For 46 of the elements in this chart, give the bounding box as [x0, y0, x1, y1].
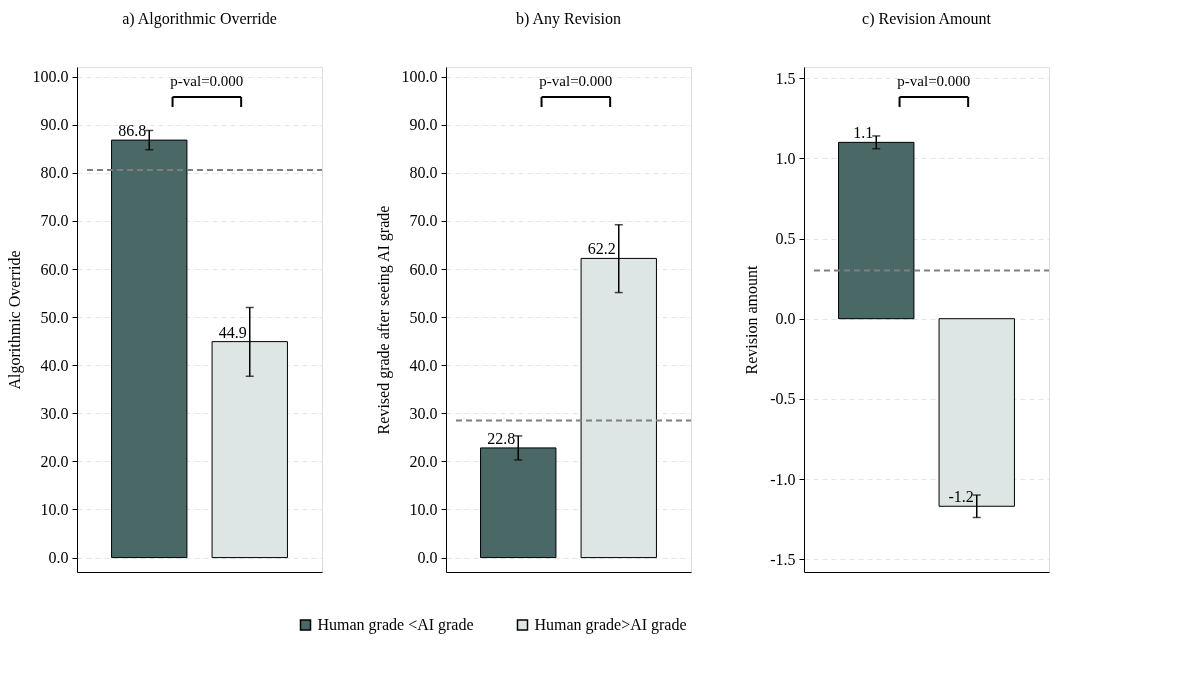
chart-title: b) Any Revision	[516, 10, 621, 28]
data-label: 62.2	[587, 240, 616, 258]
y-tick-label: 1.5	[775, 69, 796, 87]
data-label: 86.8	[118, 122, 147, 140]
y-tick-label: 20.0	[40, 452, 69, 470]
y-tick-label: 70.0	[409, 212, 438, 230]
y-tick-label: 10.0	[409, 500, 438, 518]
y-tick-label: 90.0	[409, 116, 438, 134]
data-label: 44.9	[218, 323, 247, 341]
y-tick-label: 100.0	[401, 68, 438, 86]
y-tick-label: 0.0	[775, 310, 796, 328]
y-tick-label: 50.0	[40, 308, 69, 326]
y-tick-label: 60.0	[40, 260, 69, 278]
y-tick-label: 0.0	[48, 549, 69, 567]
data-label: -1.2	[948, 488, 974, 506]
legend-label: Human grade <AI grade	[317, 616, 474, 634]
annotation: p-val=0.000	[897, 73, 971, 89]
y-tick-label: 1.0	[775, 149, 796, 167]
y-tick-label: 80.0	[40, 164, 69, 182]
legend-label: Human grade>AI grade	[534, 616, 687, 634]
data-label: 22.8	[487, 429, 516, 447]
y-tick-label: 100.0	[32, 68, 69, 86]
y-axis-title: Revised grade after seeing AI grade	[374, 205, 393, 435]
y-tick-label: 80.0	[409, 164, 438, 182]
y-tick-label: -1.5	[770, 550, 796, 568]
y-tick-label: -1.0	[770, 470, 796, 488]
data-label: 1.1	[853, 124, 874, 142]
y-tick-label: 90.0	[40, 116, 69, 134]
y-tick-label: 10.0	[40, 500, 69, 518]
y-tick-label: 0.0	[417, 549, 438, 567]
chart-title: a) Algorithmic Override	[122, 10, 277, 28]
y-tick-label: 40.0	[409, 356, 438, 374]
annotation: p-val=0.000	[170, 73, 244, 89]
y-tick-label: 50.0	[409, 308, 438, 326]
y-tick-label: 40.0	[40, 356, 69, 374]
y-axis-title: Revision amount	[743, 265, 761, 375]
annotation: p-val=0.000	[539, 73, 613, 89]
y-tick-label: 0.5	[775, 230, 796, 248]
chart-title: c) Revision Amount	[862, 10, 992, 28]
y-tick-label: 20.0	[409, 452, 438, 470]
y-tick-label: 60.0	[409, 260, 438, 278]
y-tick-label: 70.0	[40, 212, 69, 230]
y-tick-label: -0.5	[770, 390, 796, 408]
y-axis-title: Algorithmic Override	[5, 250, 24, 390]
y-tick-label: 30.0	[40, 404, 69, 422]
y-tick-label: 30.0	[409, 404, 438, 422]
